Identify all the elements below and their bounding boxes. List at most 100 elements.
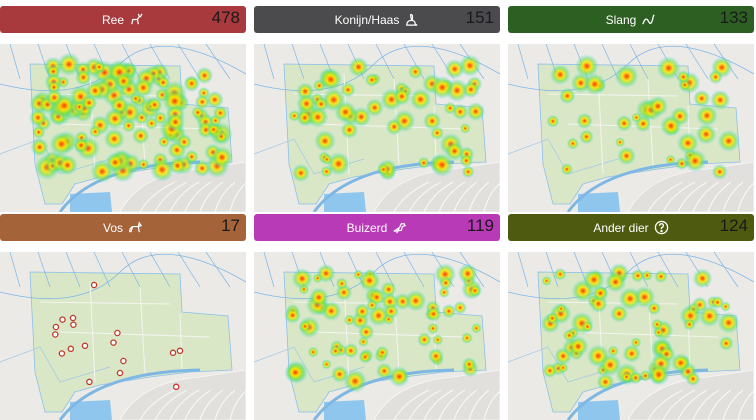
header-slang[interactable]: Slang 133 <box>508 6 754 33</box>
heat-spot <box>698 305 721 328</box>
heat-spot <box>193 159 211 177</box>
heat-spot <box>610 304 629 323</box>
heat-spot <box>575 54 599 78</box>
heat-spot <box>459 123 471 134</box>
heat-spot <box>285 362 306 383</box>
heat-spot <box>586 344 610 368</box>
heat-spot <box>133 77 154 98</box>
heat-spot <box>90 159 114 184</box>
heat-spot <box>615 114 633 132</box>
heat-spot <box>605 271 627 293</box>
label-vos: Vos <box>102 220 123 235</box>
heat-spot <box>417 332 432 347</box>
heat-spot <box>308 287 329 308</box>
heatmap-konijn-haas[interactable] <box>254 44 500 212</box>
sighting-point <box>69 314 77 322</box>
heat-spot <box>461 332 473 344</box>
heat-spot <box>321 359 332 370</box>
heat-spot <box>284 306 302 324</box>
heat-spot <box>165 112 186 132</box>
deer-icon <box>131 13 143 25</box>
label-ander-dier: Ander dier <box>593 220 649 235</box>
heat-spot <box>692 268 713 289</box>
header-ree[interactable]: Ree 478 <box>0 6 246 33</box>
heat-spot <box>343 369 367 394</box>
sighting-point <box>86 378 93 386</box>
heat-spot <box>553 267 567 281</box>
heat-spot <box>717 129 740 153</box>
heat-spot <box>459 153 474 168</box>
header-vos[interactable]: Vos 17 <box>0 214 246 241</box>
heatmap-ander-dier[interactable] <box>508 252 754 420</box>
heat-spot <box>427 347 445 365</box>
heat-spot <box>404 290 427 312</box>
panel-ander-dier: Ander dier 124 <box>508 214 754 420</box>
heat-spot <box>453 300 467 315</box>
heat-spot <box>158 135 171 148</box>
heatmap-buizerd[interactable] <box>254 252 500 420</box>
heat-spot <box>545 311 559 325</box>
heat-spot <box>670 353 691 373</box>
heat-spot <box>647 363 670 386</box>
sighting-point <box>116 369 124 377</box>
header-konijn-haas[interactable]: Konijn/Haas 151 <box>254 6 500 33</box>
heat-spot <box>92 60 106 74</box>
heat-spot <box>560 163 574 176</box>
heat-spot <box>340 121 359 139</box>
heat-spot <box>326 152 351 176</box>
header-ander-dier[interactable]: Ander dier 124 <box>508 214 754 241</box>
heat-spot <box>660 115 682 137</box>
heat-spot <box>549 64 571 85</box>
label-ree: Ree <box>101 12 124 27</box>
heat-spot <box>471 322 482 334</box>
heat-spot <box>330 365 349 383</box>
heat-spot <box>137 158 150 171</box>
heatmap-slang[interactable] <box>508 44 754 212</box>
heat-spot <box>677 132 699 154</box>
heat-spot <box>358 350 372 364</box>
heat-spot <box>85 81 105 101</box>
heat-spot <box>358 269 381 292</box>
heat-spot <box>206 122 221 137</box>
snake-icon <box>642 14 656 25</box>
heat-spot <box>194 94 210 110</box>
heat-spot <box>422 111 442 131</box>
heat-spot <box>546 114 560 128</box>
heat-spot <box>316 263 336 283</box>
heat-spot <box>153 111 167 125</box>
heat-spot <box>321 154 333 165</box>
heatmap-ree[interactable] <box>0 44 246 212</box>
sighting-point <box>67 345 75 353</box>
heat-spot <box>155 75 171 90</box>
heat-spot <box>343 314 356 326</box>
heat-spot <box>103 128 125 150</box>
heat-spot <box>291 267 313 290</box>
heatmap-vos[interactable] <box>0 252 246 420</box>
heat-spot <box>430 75 454 100</box>
heat-spot <box>73 137 90 154</box>
heat-spot <box>75 69 92 86</box>
heat-spot <box>150 157 175 182</box>
heat-spot <box>314 130 336 152</box>
panel-buizerd: Buizerd 119 <box>254 214 500 420</box>
heat-spot <box>591 284 609 302</box>
panel-konijn-haas: Konijn/Haas 151 <box>254 6 500 212</box>
heat-spot <box>618 287 642 311</box>
heat-spot <box>647 301 662 316</box>
heat-spot <box>615 137 626 148</box>
sighting-point <box>70 321 77 328</box>
heat-spot <box>617 146 636 166</box>
heat-spot <box>566 137 579 150</box>
count-slang: 133 <box>719 8 748 27</box>
heat-spot <box>146 96 163 113</box>
heat-spot <box>307 106 329 128</box>
heat-spot <box>49 132 74 157</box>
heat-spot <box>358 336 369 347</box>
heat-spot <box>457 263 478 284</box>
heat-spot <box>683 149 707 173</box>
sighting-point <box>58 350 66 357</box>
heat-spot <box>665 154 676 165</box>
heat-spot <box>685 371 701 387</box>
header-buizerd[interactable]: Buizerd 119 <box>254 214 500 241</box>
heat-spot <box>57 154 78 176</box>
